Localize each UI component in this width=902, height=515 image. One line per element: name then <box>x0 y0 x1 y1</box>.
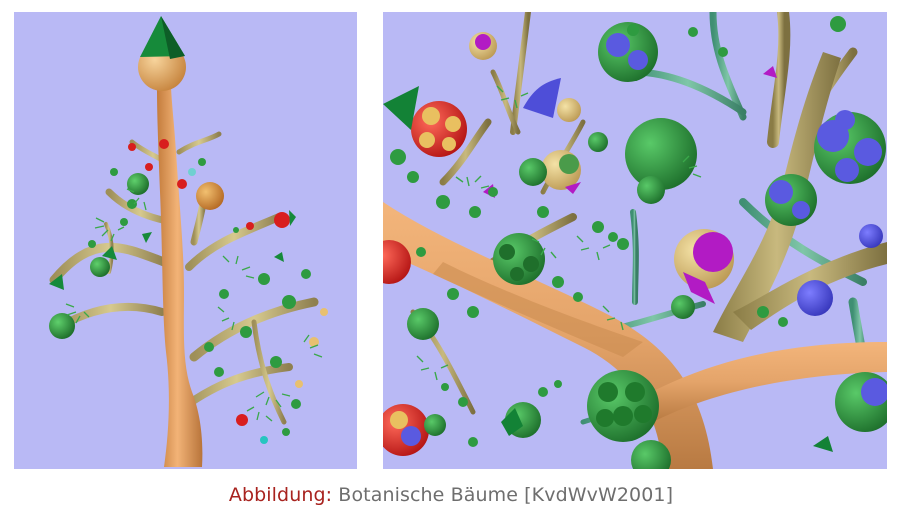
figure-caption: Abbildung: Botanische Bäume [KvdWvW2001] <box>0 484 902 506</box>
cone-buds <box>49 210 296 290</box>
olive-branch-right <box>713 52 841 342</box>
fruit-heads <box>383 22 887 469</box>
tree-illustration-left <box>49 16 328 467</box>
caption-text: Botanische Bäume [KvdWvW2001] <box>332 484 674 506</box>
caption-label: Abbildung: <box>228 484 333 506</box>
botanical-tree-image-left <box>14 12 357 469</box>
foliage-right <box>416 85 702 381</box>
foliage-sprigs <box>65 188 323 422</box>
small-beads <box>390 16 846 447</box>
main-limb <box>383 202 713 469</box>
tree-illustration-right <box>383 12 887 469</box>
fruits <box>49 139 328 444</box>
botanical-tree-image-right <box>383 12 887 469</box>
trunk <box>157 87 203 467</box>
